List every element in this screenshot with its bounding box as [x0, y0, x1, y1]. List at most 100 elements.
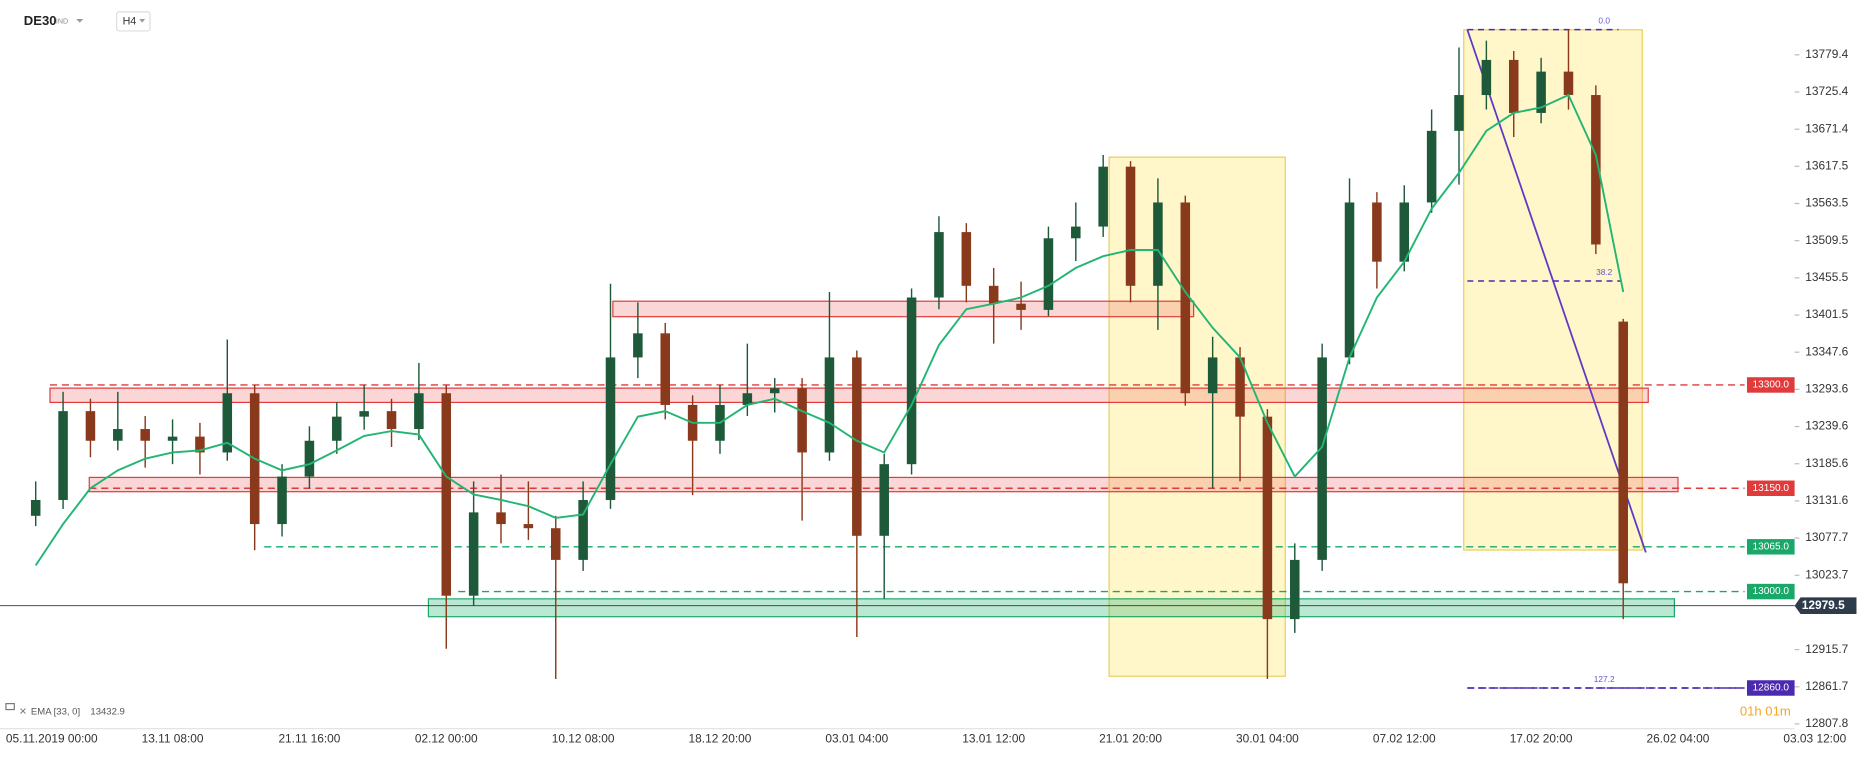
y-tick-label: 13509.5: [1805, 233, 1848, 247]
candle-body: [1180, 202, 1191, 394]
symbol[interactable]: DE30: [24, 13, 57, 28]
dropdown-arrow[interactable]: [76, 19, 84, 23]
candle-body: [140, 429, 150, 441]
indicator-value: 13432.9: [90, 706, 124, 717]
x-tick-label: 13.11 08:00: [142, 731, 204, 745]
resistance-zone: [49, 387, 1649, 404]
candle-body: [1536, 71, 1546, 113]
y-tick-label: 12915.7: [1805, 642, 1848, 656]
instrument-type: IND: [56, 17, 68, 25]
candle-body: [1618, 321, 1628, 584]
candle-body: [1290, 559, 1300, 620]
x-tick-label: 17.02 20:00: [1510, 731, 1573, 745]
candle-body: [167, 436, 178, 441]
candle-body: [30, 499, 41, 516]
level-label: 13300.0: [1753, 380, 1790, 391]
candle-body: [1372, 202, 1382, 262]
y-tick-label: 13617.5: [1805, 158, 1848, 172]
candle-body: [1207, 357, 1218, 394]
indicator-name: EMA [33, 0]: [31, 706, 80, 717]
y-tick-label: 13185.6: [1805, 456, 1848, 470]
indicator-close[interactable]: ✕: [19, 706, 27, 717]
candle-body: [85, 411, 96, 441]
candle-body: [1125, 166, 1136, 286]
candle-body: [1508, 59, 1519, 113]
y-tick-label: 13779.4: [1805, 47, 1848, 61]
level-label-box: [1746, 583, 1795, 600]
fib-label: 127.2: [1594, 674, 1615, 684]
candle-body: [277, 476, 287, 525]
indicator-legend: ✕ EMA [33, 0] 13432.9: [5, 703, 125, 717]
candle-body: [906, 297, 917, 465]
y-tick-label: 13239.6: [1805, 419, 1848, 433]
fib-label: 38.2: [1596, 267, 1613, 277]
x-tick-label: 30.01 04:00: [1236, 731, 1299, 745]
support-zone: [427, 598, 1675, 618]
candle-body: [523, 524, 534, 529]
candle-body: [961, 232, 972, 286]
candle-body: [304, 440, 315, 477]
candle-body: [769, 388, 780, 394]
candle-body: [852, 357, 862, 536]
current-price-box: [1794, 597, 1857, 615]
x-tick-label: 10.12 08:00: [552, 731, 615, 745]
level-label-box: [1746, 480, 1795, 497]
x-tick-label: 13.01 12:00: [962, 731, 1025, 745]
candle-body: [1098, 166, 1108, 227]
y-tick-label: 12807.8: [1805, 716, 1848, 730]
candle-body: [1153, 202, 1163, 286]
candle-body: [113, 429, 123, 441]
candle-body: [1043, 238, 1054, 310]
candle-body: [550, 528, 561, 560]
candle-body: [359, 411, 369, 417]
level-label-box: [1746, 680, 1795, 696]
highlight-box: [1463, 29, 1643, 551]
candle-body: [468, 512, 479, 596]
level-label: 12860.0: [1753, 683, 1790, 694]
indicator-icon[interactable]: [5, 703, 15, 711]
candle-body: [1454, 95, 1464, 131]
y-tick-label: 13563.5: [1805, 196, 1848, 210]
candle-body: [1262, 416, 1273, 620]
candle-body: [1481, 59, 1492, 96]
candle-body: [1016, 303, 1026, 310]
y-tick-label: 13293.6: [1805, 382, 1848, 396]
timeframe[interactable]: H4: [123, 15, 137, 27]
candle-body: [496, 512, 506, 525]
y-tick-label: 13725.4: [1805, 84, 1848, 98]
trend-line: [1466, 29, 1647, 553]
candle-body: [578, 499, 588, 560]
x-tick-label: 02.12 00:00: [415, 731, 478, 745]
y-tick-label: 12861.7: [1805, 679, 1848, 693]
x-tick-label: 07.02 12:00: [1373, 731, 1436, 745]
y-tick-label: 13347.6: [1805, 344, 1848, 358]
candle-body: [332, 416, 342, 441]
dropdown-arrow[interactable]: [139, 19, 146, 23]
level-label: 13150.0: [1753, 483, 1790, 494]
candle-body: [414, 393, 424, 430]
candle-body: [797, 388, 807, 453]
y-tick-label: 13671.4: [1805, 121, 1848, 135]
candle-body: [742, 393, 753, 405]
candle-body: [1344, 202, 1355, 358]
highlight-box: [1108, 156, 1286, 677]
level-label: 13065.0: [1753, 541, 1790, 552]
candle-body: [633, 333, 643, 358]
y-tick-label: 13455.5: [1805, 270, 1848, 284]
candle-body: [441, 393, 452, 596]
timeframe-box[interactable]: [116, 11, 151, 32]
candle-body: [58, 411, 68, 500]
current-price-label: 12979.5: [1802, 598, 1845, 612]
level-label: 13000.0: [1753, 586, 1790, 597]
toolbar: DE30 IND H4: [24, 11, 151, 32]
x-tick-label: 21.11 16:00: [278, 731, 340, 745]
candle-body: [1591, 95, 1601, 245]
candle-timer: 01h 01m: [1740, 703, 1791, 718]
y-tick-label: 13401.5: [1805, 307, 1848, 321]
candle-body: [195, 436, 205, 453]
resistance-zone: [612, 300, 1195, 318]
candle-body: [879, 464, 889, 536]
x-tick-label: 18.12 20:00: [689, 731, 752, 745]
